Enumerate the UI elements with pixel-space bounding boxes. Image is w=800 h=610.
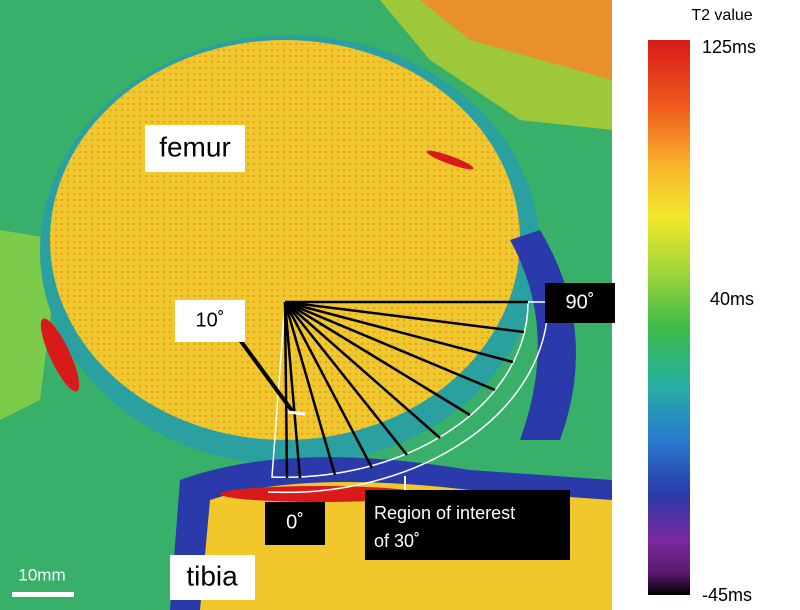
roi-label: Region of interest: [374, 503, 515, 523]
roi-fan: [238, 300, 549, 494]
angle-label: 90˚: [566, 291, 595, 313]
label-box: [145, 125, 245, 172]
colorbar-title: T2 value: [691, 7, 752, 24]
femur-label: femur: [159, 131, 231, 162]
angle-label: 10˚: [196, 309, 225, 331]
tibia-label: tibia: [186, 560, 238, 591]
scale-bar-label: 10mm: [18, 565, 65, 584]
label-box: [365, 490, 570, 560]
tissue: [420, 0, 612, 80]
colorbar-label: 125ms: [702, 37, 756, 57]
hot-spot: [426, 150, 474, 170]
label-box: [545, 283, 615, 323]
label-box: [175, 300, 245, 342]
colorbar-label: 40ms: [710, 289, 754, 309]
label-box: [170, 555, 255, 600]
angle-label: 0˚: [286, 511, 304, 533]
colorbar-scale: [648, 40, 690, 595]
roi-label: of 30˚: [374, 531, 420, 551]
scale-bar: [12, 592, 74, 597]
colorbar-label: -45ms: [702, 585, 752, 605]
label-box: [265, 502, 325, 545]
ligament: [510, 230, 576, 440]
colorbar: T2 value 125ms 40ms -45ms: [648, 7, 756, 605]
hot-spot: [40, 318, 80, 392]
